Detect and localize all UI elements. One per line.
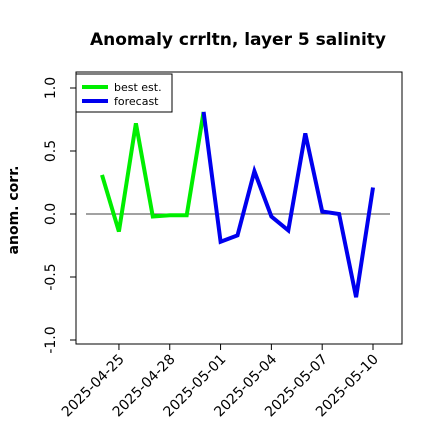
series-line-best-est	[100, 111, 206, 233]
plot-frame	[75, 71, 403, 345]
y-axis-label: anom. corr.	[6, 166, 22, 255]
legend: best est.forecast	[75, 73, 173, 113]
y-tick-label: -0.5	[43, 263, 59, 290]
legend-label: best est.	[114, 81, 162, 94]
y-tick-label: -1.0	[43, 326, 59, 353]
y-tick-label: 1.0	[43, 77, 59, 99]
chart-title: Anomaly crrltn, layer 5 salinity	[90, 30, 386, 50]
series-layer	[100, 111, 375, 298]
x-axis: 2025-04-252025-04-282025-05-012025-05-04…	[59, 344, 382, 420]
y-axis: -1.0 -0.5 0.0 0.5 1.0	[43, 77, 76, 354]
legend-label: forecast	[114, 95, 159, 108]
series-line-forecast	[201, 111, 375, 298]
y-tick-label: 0.5	[43, 140, 59, 162]
y-tick-label: 0.0	[43, 203, 59, 225]
legend-box	[75, 73, 173, 113]
